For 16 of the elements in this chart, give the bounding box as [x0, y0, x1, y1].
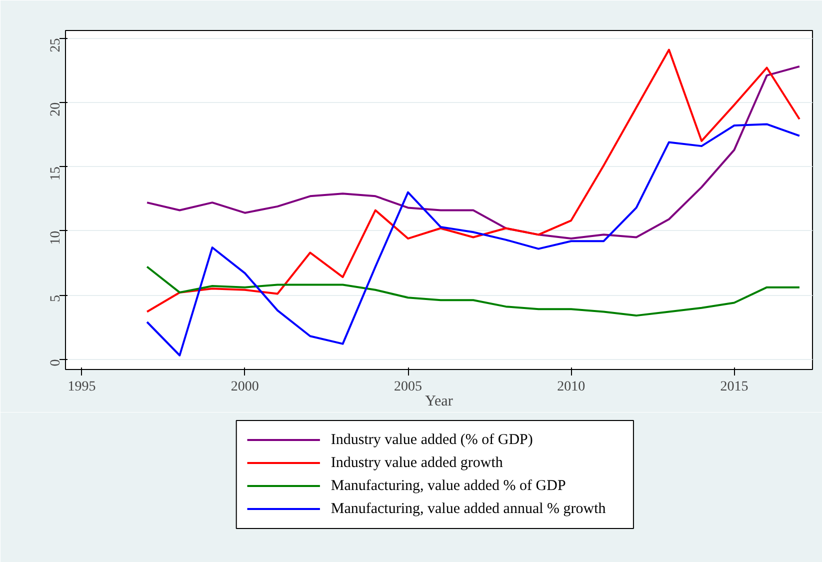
x-tick-label: 2010	[557, 380, 586, 394]
y-tick-label: 0	[48, 359, 64, 366]
legend-label: Industry value added growth	[330, 455, 504, 471]
x-axis-title: Year	[425, 394, 453, 410]
y-tick-label: 5	[48, 295, 64, 302]
x-tick-label: 2015	[720, 380, 748, 394]
x-tick-label: 2005	[394, 380, 422, 394]
y-tick-label: 20	[48, 102, 64, 116]
y-tick-label: 25	[48, 38, 64, 52]
legend-label: Manufacturing, value added annual % growth	[330, 501, 606, 517]
y-tick-label: 15	[48, 166, 64, 181]
y-tick-label: 10	[48, 230, 64, 245]
legend-label: Industry value added (% of GDP)	[330, 432, 533, 448]
x-tick-label: 2000	[230, 380, 259, 394]
x-tick-label: 1995	[68, 380, 96, 394]
legend-label: Manufacturing, value added % of GDP	[330, 478, 566, 494]
